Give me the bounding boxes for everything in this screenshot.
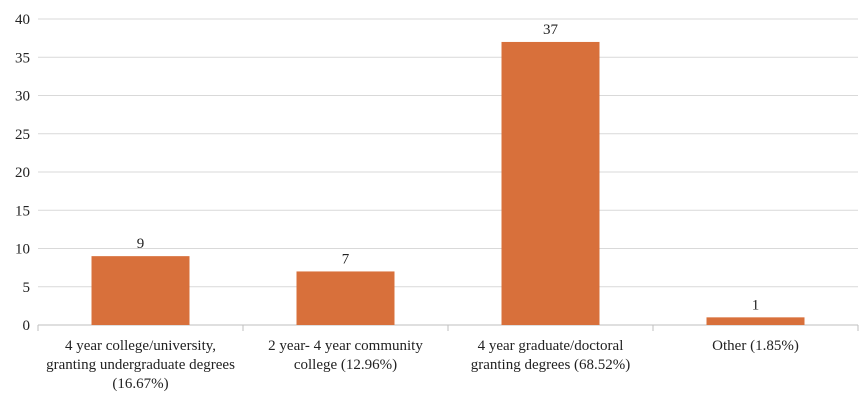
y-tick-label: 25 — [15, 127, 30, 143]
x-tick-label: Other (1.85%) — [712, 338, 799, 354]
y-tick-label: 30 — [15, 89, 30, 105]
bar — [501, 41, 600, 325]
y-tick-label: 20 — [15, 165, 30, 181]
data-label: 1 — [752, 297, 760, 313]
y-tick-label: 5 — [23, 280, 31, 296]
y-tick-label: 15 — [15, 203, 30, 219]
x-tick-label: 4 year college/university, granting unde… — [46, 338, 235, 392]
x-tick-label: 2 year- 4 year community college (12.96%… — [268, 338, 423, 373]
x-tick-label: 4 year graduate/doctoral granting degree… — [470, 338, 631, 373]
y-tick-label: 40 — [15, 12, 30, 28]
y-tick-label: 0 — [23, 318, 31, 334]
bar — [296, 271, 395, 325]
data-label: 7 — [342, 251, 350, 267]
data-label: 37 — [543, 22, 559, 38]
y-tick-label: 10 — [15, 242, 30, 258]
bar — [706, 317, 805, 325]
bar — [91, 256, 190, 325]
data-label: 9 — [137, 236, 145, 252]
y-tick-label: 35 — [15, 50, 30, 66]
